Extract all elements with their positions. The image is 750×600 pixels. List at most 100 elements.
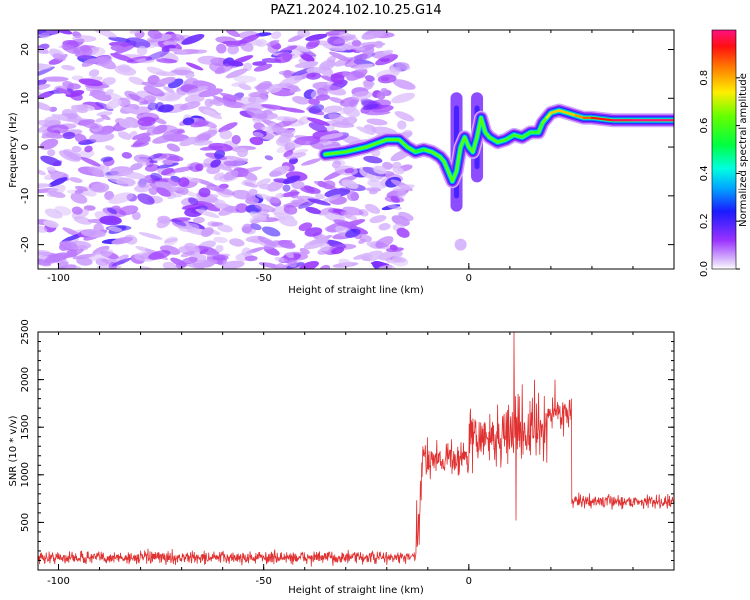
noise-blob	[58, 261, 69, 269]
noise-blob	[110, 45, 125, 52]
noise-blob	[168, 48, 188, 54]
noise-blob	[136, 158, 150, 166]
noise-blob	[351, 91, 373, 100]
noise-blob	[195, 208, 220, 219]
noise-blob	[364, 110, 391, 116]
y-tick-label: 0	[20, 144, 31, 150]
noise-blob	[163, 40, 178, 46]
noise-blob	[179, 101, 201, 111]
noise-blob	[389, 244, 398, 251]
noise-blob	[269, 170, 282, 177]
noise-blob	[359, 234, 372, 243]
ridge-peak-segment	[566, 111, 577, 117]
y-tick-label: 500	[20, 513, 31, 532]
colorbar: 0.0 0.2 0.4 0.6 0.8 Normalized spectral ampl…	[699, 29, 749, 277]
y-tick-label: 1500	[20, 414, 31, 439]
noise-blob	[157, 162, 179, 169]
noise-blob	[324, 212, 346, 222]
noise-blob	[38, 101, 52, 111]
noise-blob	[43, 171, 65, 180]
noise-blob	[114, 45, 134, 55]
noise-blob	[356, 126, 375, 136]
noise-blob	[38, 225, 48, 233]
noise-blob	[62, 131, 76, 140]
noise-blob	[275, 192, 284, 199]
noise-blob	[92, 30, 117, 39]
noise-blob	[367, 180, 386, 189]
noise-blob	[391, 92, 416, 104]
noise-blob	[71, 145, 82, 153]
snr-background	[38, 332, 674, 570]
noise-blob	[182, 117, 195, 126]
noise-blob	[331, 247, 345, 255]
noise-blob	[111, 236, 134, 245]
noise-blob	[392, 184, 415, 192]
noise-blob	[212, 254, 229, 261]
noise-blob	[328, 113, 350, 126]
noise-blob	[362, 103, 380, 111]
noise-blob	[179, 136, 199, 147]
noise-blob	[192, 216, 205, 224]
noise-blob	[186, 62, 204, 71]
noise-blob	[122, 171, 146, 180]
noise-blob	[231, 134, 241, 145]
noise-blob	[342, 71, 356, 80]
noise-blob	[76, 256, 93, 266]
noise-blob	[300, 186, 321, 194]
noise-blob	[394, 111, 415, 122]
noise-blob	[157, 104, 174, 113]
noise-blob	[262, 226, 281, 237]
noise-blob	[375, 236, 394, 249]
noise-blob	[128, 76, 145, 85]
noise-blob	[285, 152, 307, 160]
noise-blob	[291, 180, 305, 190]
noise-blob	[72, 35, 97, 43]
snr-x-label: Height of straight line (km)	[288, 585, 424, 596]
noise-blob	[248, 188, 258, 196]
spectrogram-x-ticks: -100 -50 0	[47, 30, 634, 284]
noise-blob	[75, 53, 92, 59]
colorbar-ticks: 0.0 0.2 0.4 0.6 0.8	[699, 70, 740, 277]
noise-blob	[290, 85, 299, 92]
colorbar-tick-label: 0.2	[699, 213, 710, 229]
noise-blob	[108, 192, 134, 205]
ridge-peak-segment	[549, 109, 561, 115]
noise-blob	[118, 205, 139, 216]
noise-blob	[223, 170, 239, 181]
noise-blob	[363, 155, 383, 164]
noise-blob	[225, 30, 240, 38]
noise-blob	[184, 242, 200, 253]
noise-blob	[271, 125, 294, 138]
noise-blob	[377, 74, 397, 84]
noise-blob	[292, 96, 309, 105]
noise-blob	[170, 166, 194, 173]
noise-blob	[94, 55, 113, 66]
noise-blob	[254, 83, 274, 90]
noise-blob	[274, 52, 293, 64]
noise-blob	[43, 220, 59, 228]
noise-blob	[106, 174, 130, 185]
noise-blob	[215, 36, 237, 44]
noise-blob	[282, 184, 291, 192]
noise-blob	[78, 78, 103, 87]
noise-blob	[56, 87, 72, 95]
noise-blob	[319, 63, 331, 71]
noise-blob	[70, 193, 88, 204]
noise-blob	[198, 187, 211, 198]
noise-blob	[156, 76, 176, 86]
noise-blob	[197, 118, 217, 128]
noise-blob	[180, 251, 195, 258]
noise-blob	[391, 161, 402, 169]
snr-frame	[37, 331, 675, 571]
colorbar-label: Normalized spectral amplitude	[738, 73, 749, 227]
noise-blob	[279, 45, 298, 53]
noise-blob	[150, 172, 163, 181]
noise-blob	[233, 75, 257, 83]
noise-blob	[238, 34, 260, 44]
noise-blob	[80, 157, 101, 167]
noise-blob	[285, 252, 295, 259]
noise-blob	[363, 79, 374, 90]
noise-blob	[225, 68, 248, 79]
noise-blob	[256, 193, 271, 200]
y-tick-label: 2500	[20, 319, 31, 344]
